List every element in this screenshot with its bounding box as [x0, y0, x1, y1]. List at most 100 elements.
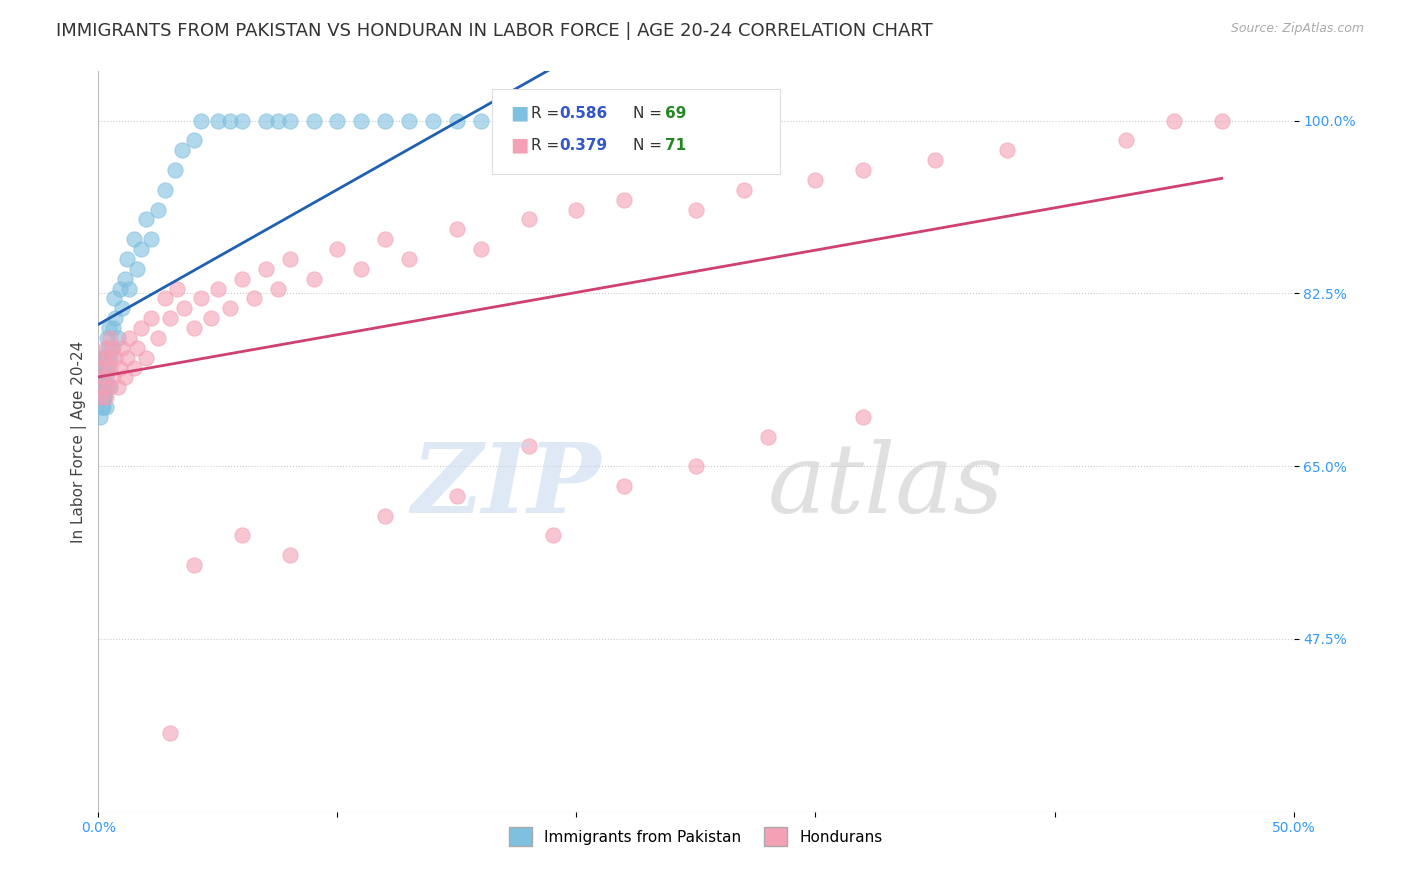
Point	[173, 301, 195, 316]
Point	[93, 390, 115, 404]
Point	[94, 351, 117, 365]
Point	[90, 360, 112, 375]
Point	[756, 429, 779, 443]
Point	[125, 261, 148, 276]
Point	[100, 341, 122, 355]
Text: 0.586: 0.586	[560, 106, 607, 120]
Point	[231, 271, 253, 285]
Point	[326, 242, 349, 256]
Point	[398, 113, 420, 128]
Point	[565, 202, 588, 217]
Point	[231, 528, 253, 542]
Point	[101, 341, 124, 355]
Point	[90, 380, 112, 394]
Point	[104, 351, 127, 365]
Point	[661, 113, 683, 128]
Point	[96, 331, 118, 345]
Point	[207, 113, 229, 128]
Text: ■: ■	[510, 136, 529, 155]
Point	[104, 311, 127, 326]
Point	[114, 271, 136, 285]
Point	[115, 351, 138, 365]
Point	[278, 252, 301, 266]
Point	[183, 133, 205, 147]
Point	[91, 380, 114, 394]
Text: 69: 69	[665, 106, 686, 120]
Point	[685, 202, 707, 217]
Point	[163, 163, 186, 178]
Point	[207, 281, 229, 295]
Point	[97, 380, 120, 394]
Point	[589, 113, 612, 128]
Point	[374, 232, 396, 246]
Point	[90, 351, 112, 365]
Point	[108, 281, 131, 295]
Point	[111, 301, 134, 316]
Point	[90, 360, 112, 375]
Point	[135, 212, 157, 227]
Point	[190, 113, 212, 128]
Text: IMMIGRANTS FROM PAKISTAN VS HONDURAN IN LABOR FORCE | AGE 20-24 CORRELATION CHAR: IMMIGRANTS FROM PAKISTAN VS HONDURAN IN …	[56, 22, 934, 40]
Point	[172, 144, 194, 158]
Point	[114, 370, 136, 384]
Point	[101, 370, 124, 384]
Point	[98, 380, 122, 394]
Point	[96, 360, 118, 375]
Point	[94, 370, 117, 384]
Text: N =: N =	[633, 106, 666, 120]
Point	[350, 261, 373, 276]
Point	[103, 292, 125, 306]
Point	[302, 113, 325, 128]
Point	[91, 380, 114, 394]
Point	[1115, 133, 1137, 147]
Point	[139, 232, 162, 246]
Point	[278, 113, 301, 128]
Point	[267, 113, 290, 128]
Point	[446, 489, 468, 503]
Point	[118, 281, 141, 295]
Point	[254, 261, 277, 276]
Point	[91, 390, 114, 404]
Point	[733, 183, 755, 197]
Point	[267, 281, 290, 295]
Text: ■: ■	[510, 103, 529, 123]
Point	[89, 370, 111, 384]
Point	[613, 479, 636, 493]
Point	[494, 113, 516, 128]
Point	[89, 390, 111, 404]
Point	[350, 113, 373, 128]
Point	[108, 360, 131, 375]
Point	[94, 341, 117, 355]
Point	[219, 301, 242, 316]
Point	[243, 292, 266, 306]
Point	[613, 113, 636, 128]
Point	[101, 321, 124, 335]
Point	[118, 331, 141, 345]
Point	[93, 380, 115, 394]
Point	[93, 370, 115, 384]
Text: R =: R =	[531, 106, 565, 120]
Point	[94, 400, 117, 414]
Point	[852, 409, 875, 424]
Point	[183, 558, 205, 572]
Point	[613, 193, 636, 207]
Legend: Immigrants from Pakistan, Hondurans: Immigrants from Pakistan, Hondurans	[503, 822, 889, 852]
Text: 0.379: 0.379	[560, 138, 607, 153]
Text: ZIP: ZIP	[411, 439, 600, 533]
Point	[124, 360, 146, 375]
Point	[183, 321, 205, 335]
Text: Source: ZipAtlas.com: Source: ZipAtlas.com	[1230, 22, 1364, 36]
Point	[155, 292, 177, 306]
Point	[166, 281, 188, 295]
Point	[924, 153, 946, 168]
Point	[541, 113, 564, 128]
Point	[470, 242, 492, 256]
Point	[131, 242, 153, 256]
Point	[302, 271, 325, 285]
Point	[517, 440, 540, 454]
Point	[115, 252, 138, 266]
Point	[517, 212, 540, 227]
Point	[219, 113, 242, 128]
Point	[995, 144, 1018, 158]
Text: atlas: atlas	[768, 439, 1004, 533]
